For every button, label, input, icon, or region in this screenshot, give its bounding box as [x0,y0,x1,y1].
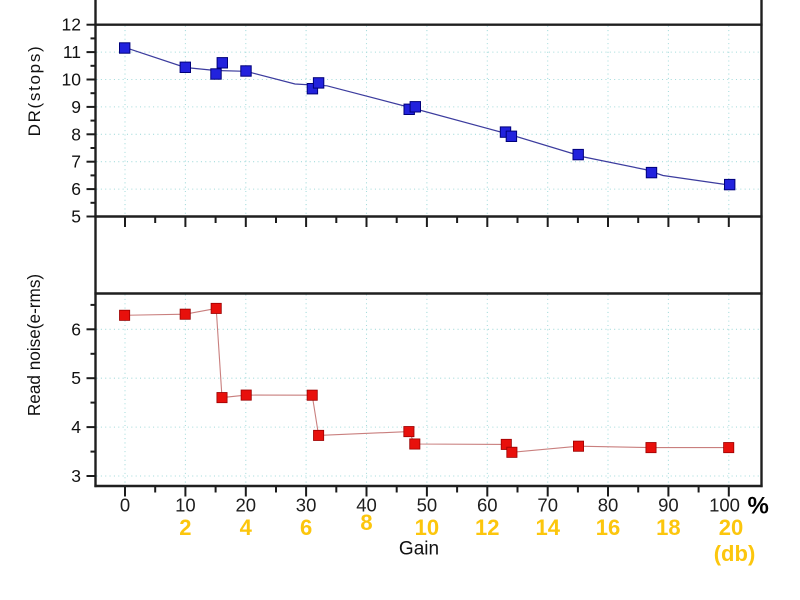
svg-text:DR(stops): DR(stops) [25,45,44,137]
svg-text:%: % [748,493,769,520]
svg-text:40: 40 [356,495,377,516]
svg-text:9: 9 [71,97,81,117]
svg-text:6: 6 [71,319,81,339]
svg-text:18: 18 [656,515,680,540]
svg-text:80: 80 [598,495,619,516]
svg-text:90: 90 [658,495,679,516]
svg-text:Read noise(e-rms): Read noise(e-rms) [24,274,44,416]
svg-text:30: 30 [296,495,317,516]
svg-text:50: 50 [417,495,438,516]
svg-text:10: 10 [415,515,439,540]
svg-text:14: 14 [535,515,560,540]
svg-text:70: 70 [537,495,558,516]
svg-text:6: 6 [71,179,81,199]
svg-text:11: 11 [63,42,81,62]
svg-text:16: 16 [596,515,620,540]
svg-text:0: 0 [120,495,130,516]
svg-text:10: 10 [62,70,82,90]
svg-text:100: 100 [709,495,740,516]
svg-text:12: 12 [62,15,81,35]
svg-text:(db): (db) [714,541,756,566]
svg-text:3: 3 [71,466,81,486]
svg-text:8: 8 [71,124,81,144]
svg-text:8: 8 [360,510,372,535]
svg-text:20: 20 [719,515,743,540]
svg-text:60: 60 [477,495,498,516]
svg-text:Gain: Gain [399,539,439,560]
svg-text:5: 5 [71,368,81,388]
svg-text:7: 7 [71,152,81,172]
svg-text:20: 20 [236,495,257,516]
svg-text:4: 4 [240,515,253,540]
svg-text:5: 5 [71,207,81,227]
svg-text:10: 10 [175,495,196,516]
svg-text:2: 2 [179,515,191,540]
svg-text:6: 6 [300,515,312,540]
svg-text:4: 4 [71,417,81,437]
svg-text:12: 12 [475,515,499,540]
